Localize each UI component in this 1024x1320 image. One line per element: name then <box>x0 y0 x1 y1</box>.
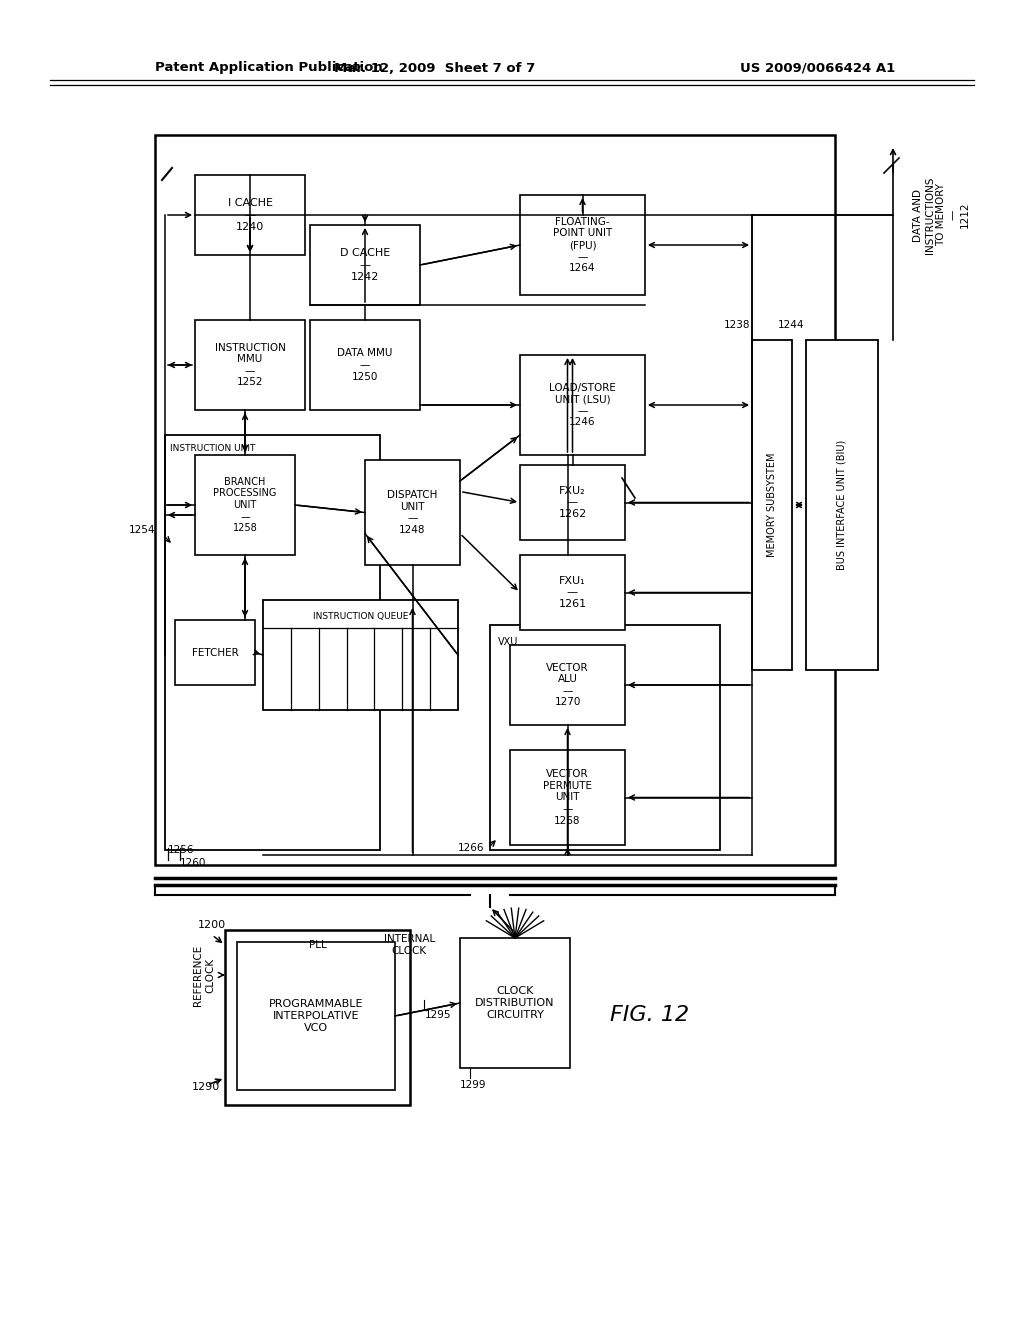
Text: FIG. 12: FIG. 12 <box>610 1005 689 1026</box>
Bar <box>175 620 255 685</box>
Text: 1290: 1290 <box>193 1082 220 1092</box>
Text: 1254: 1254 <box>128 525 155 535</box>
Text: INSTRUCTION
MMU
—
1252: INSTRUCTION MMU — 1252 <box>215 343 286 387</box>
Text: VXU: VXU <box>498 638 518 647</box>
Bar <box>310 319 420 411</box>
Text: REFERENCE
CLOCK: REFERENCE CLOCK <box>194 944 215 1006</box>
Bar <box>155 135 835 865</box>
Text: INSTRUCTION QUEUE: INSTRUCTION QUEUE <box>312 612 409 620</box>
Bar <box>195 455 295 554</box>
Text: I CACHE
—
1240: I CACHE — 1240 <box>227 198 272 231</box>
Text: 1260: 1260 <box>180 858 207 869</box>
Text: Patent Application Publication: Patent Application Publication <box>155 62 383 74</box>
Bar <box>365 459 460 565</box>
Bar <box>263 601 458 710</box>
Text: INTERNAL
CLOCK: INTERNAL CLOCK <box>384 935 435 956</box>
Bar <box>752 341 792 671</box>
Text: 1295: 1295 <box>425 1010 452 1020</box>
Text: Mar. 12, 2009  Sheet 7 of 7: Mar. 12, 2009 Sheet 7 of 7 <box>335 62 536 74</box>
Bar <box>310 224 420 305</box>
Bar <box>195 176 305 255</box>
Bar <box>490 624 720 850</box>
Text: 1256: 1256 <box>168 845 195 855</box>
Text: FXU₁
—
1261: FXU₁ — 1261 <box>558 576 587 609</box>
Bar <box>510 645 625 725</box>
Text: FLOATING-
POINT UNIT
(FPU)
—
1264: FLOATING- POINT UNIT (FPU) — 1264 <box>553 216 612 273</box>
Bar <box>806 341 878 671</box>
Text: BUS INTERFACE UNIT (BIU): BUS INTERFACE UNIT (BIU) <box>837 440 847 570</box>
Bar <box>195 319 305 411</box>
Text: MEMORY SUBSYSTEM: MEMORY SUBSYSTEM <box>767 453 777 557</box>
Text: VECTOR
PERMUTE
UNIT
—
1268: VECTOR PERMUTE UNIT — 1268 <box>543 770 592 826</box>
Bar <box>237 942 395 1090</box>
Bar <box>460 939 570 1068</box>
Text: DATA MMU
—
1250: DATA MMU — 1250 <box>337 348 392 381</box>
Text: FETCHER: FETCHER <box>191 648 239 657</box>
Text: FXU₂
—
1262: FXU₂ — 1262 <box>558 486 587 519</box>
Text: PLL: PLL <box>308 940 327 950</box>
Text: 1200: 1200 <box>198 920 226 931</box>
Bar <box>520 355 645 455</box>
Text: D CACHE
—
1242: D CACHE — 1242 <box>340 248 390 281</box>
Text: 1238: 1238 <box>724 319 750 330</box>
Bar <box>520 195 645 294</box>
Bar <box>520 465 625 540</box>
Text: 1266: 1266 <box>458 843 484 853</box>
Bar <box>165 436 380 850</box>
Text: BRANCH
PROCESSING
UNIT
—
1258: BRANCH PROCESSING UNIT — 1258 <box>213 477 276 533</box>
Text: PROGRAMMABLE
INTERPOLATIVE
VCO: PROGRAMMABLE INTERPOLATIVE VCO <box>268 999 364 1032</box>
Text: LOAD/STORE
UNIT (LSU)
—
1246: LOAD/STORE UNIT (LSU) — 1246 <box>549 383 616 428</box>
Text: DISPATCH
UNIT
—
1248: DISPATCH UNIT — 1248 <box>387 490 437 535</box>
Bar <box>520 554 625 630</box>
Text: US 2009/0066424 A1: US 2009/0066424 A1 <box>739 62 895 74</box>
Text: DATA AND
INSTRUCTIONS
TO MEMORY
—
1212: DATA AND INSTRUCTIONS TO MEMORY — 1212 <box>913 177 970 253</box>
Text: 1299: 1299 <box>460 1080 486 1090</box>
Bar <box>225 931 410 1105</box>
Bar <box>510 750 625 845</box>
Text: VECTOR
ALU
—
1270: VECTOR ALU — 1270 <box>546 663 589 708</box>
Text: CLOCK
DISTRIBUTION
CIRCUITRY: CLOCK DISTRIBUTION CIRCUITRY <box>475 986 555 1019</box>
Text: 1244: 1244 <box>777 319 804 330</box>
Text: INSTRUCTION UNIT: INSTRUCTION UNIT <box>170 444 255 453</box>
